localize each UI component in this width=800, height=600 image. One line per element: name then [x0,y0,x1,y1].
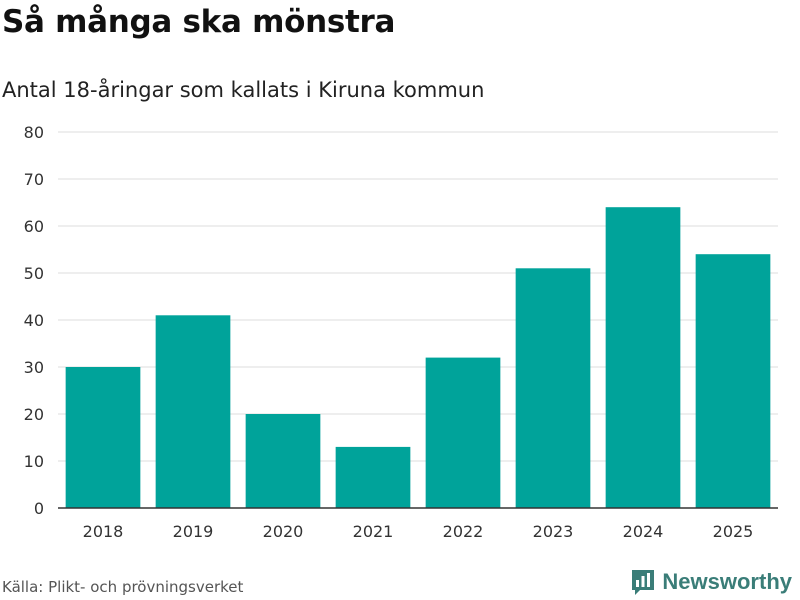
y-tick-label: 30 [24,358,44,377]
brand-name: Newsworthy [662,569,792,594]
bar [155,315,231,508]
y-tick-label: 0 [34,499,44,518]
x-tick-label: 2018 [83,522,124,541]
x-tick-label: 2020 [263,522,304,541]
y-tick-label: 70 [24,170,44,189]
x-tick-label: 2025 [713,522,754,541]
x-tick-label: 2019 [173,522,214,541]
bar [425,357,501,508]
y-tick-label: 60 [24,217,44,236]
bar [605,207,681,508]
y-tick-label: 40 [24,311,44,330]
y-tick-label: 20 [24,405,44,424]
bar [65,367,141,508]
y-tick-label: 10 [24,452,44,471]
x-tick-label: 2022 [443,522,484,541]
chart-subtitle: Antal 18-åringar som kallats i Kiruna ko… [2,78,485,102]
newsworthy-logo: Newsworthy [630,568,792,596]
x-tick-label: 2021 [353,522,394,541]
bar [515,268,591,508]
bar-chart-logo-icon [632,570,655,595]
x-tick-label: 2023 [533,522,574,541]
bar [695,254,771,508]
chart-title: Så många ska mönstra [2,4,396,40]
bar [335,446,411,508]
y-tick-label: 50 [24,264,44,283]
bar [245,414,321,508]
source-note: Källa: Plikt- och prövningsverket [2,578,244,596]
x-tick-label: 2024 [623,522,664,541]
y-tick-label: 80 [24,123,44,142]
